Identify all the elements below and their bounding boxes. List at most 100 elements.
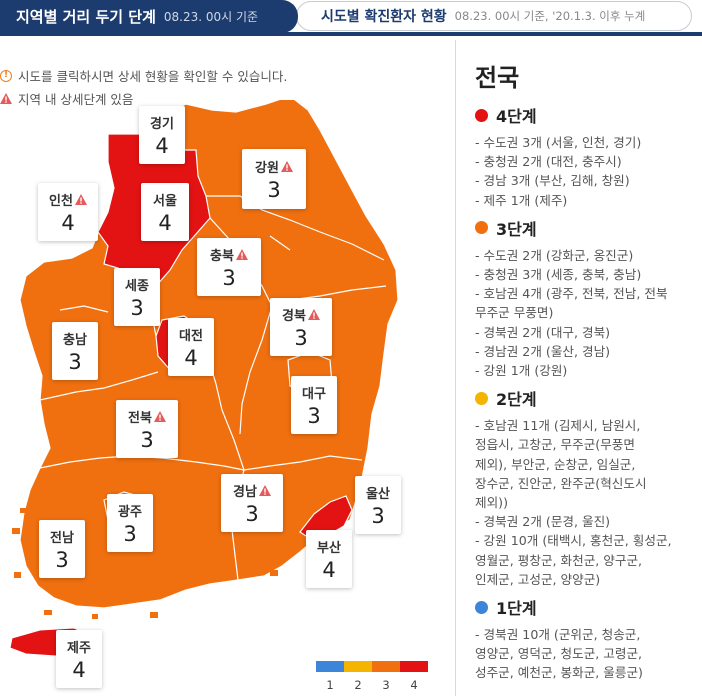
list-item: - 수도권 3개 (서울, 인천, 경기)	[475, 135, 642, 150]
click-hint: ! 시도를 클릭하시면 상세 현황을 확인할 수 있습니다.	[0, 66, 287, 85]
region-jeonnam-name: 전남	[50, 530, 74, 546]
tab-distancing-levels-title: 지역별 거리 두기 단계	[16, 8, 156, 26]
panel-title: 전국	[475, 64, 520, 92]
stage-2-dot-icon	[475, 391, 488, 405]
stage-2-list: - 호남권 11개 (김제시, 남원시, 정읍시, 고창군, 무주군(무풍면 제…	[475, 416, 702, 589]
warning-icon	[280, 160, 293, 172]
list-item: 제외), 부안군, 순창군, 임실군,	[475, 456, 636, 472]
region-seoul[interactable]: 서울 4	[141, 183, 189, 241]
stage-2-name: 2단계	[496, 390, 537, 410]
busan-shape[interactable]	[299, 495, 353, 541]
detail-hint-text: 지역 내 상세단계 있음	[18, 92, 134, 107]
tab-distancing-levels-subtitle: 08.23. 00시 기준	[163, 10, 259, 24]
region-daejeon[interactable]: 대전 4	[168, 318, 214, 376]
stage-1-dot-icon	[475, 600, 488, 614]
region-gyeongnam-level: 3	[245, 501, 259, 526]
region-jeonbuk-name: 전북	[128, 407, 166, 426]
islands	[12, 508, 278, 619]
stage-1-name: 1단계	[496, 599, 537, 619]
legend-level-2: 2	[344, 661, 372, 692]
region-gyeonggi-level: 4	[155, 133, 169, 158]
legend-label-1: 1	[326, 678, 334, 692]
legend-label-2: 2	[354, 678, 362, 692]
list-item: - 경북권 10개 (군위군, 청송군,	[475, 627, 641, 643]
warning-icon	[74, 193, 87, 205]
region-chungbuk-label: 충북	[210, 248, 234, 264]
region-gyeongbuk-name: 경북	[282, 305, 320, 324]
region-gangwon-name: 강원	[255, 157, 293, 176]
list-item: - 강원 10개 (태백시, 홍천군, 횡성군,	[475, 533, 672, 549]
tab-underline	[0, 32, 702, 36]
region-jeonnam-level: 3	[55, 547, 69, 572]
region-jeju[interactable]: 제주 4	[56, 630, 102, 688]
region-sejong[interactable]: 세종 3	[114, 268, 160, 326]
region-jeonbuk-level: 3	[140, 427, 154, 452]
region-gangwon-label: 강원	[255, 160, 279, 176]
list-item: - 경북권 2개 (문경, 울진)	[475, 514, 611, 530]
info-icon: !	[0, 69, 12, 82]
legend-swatch-2	[344, 661, 372, 672]
region-gyeongbuk-label: 경북	[282, 308, 306, 324]
list-item: - 경남권 2개 (울산, 경남)	[475, 343, 611, 359]
region-chungbuk[interactable]: 충북 3	[197, 238, 261, 296]
region-chungnam-name: 충남	[63, 332, 87, 348]
legend-level-1: 1	[316, 661, 344, 692]
region-jeju-name: 제주	[67, 640, 91, 656]
stage-2-header: 2단계	[475, 386, 702, 410]
stage-3-header: 3단계	[475, 216, 702, 240]
region-gangwon-level: 3	[267, 177, 281, 202]
list-item: - 수도권 2개 (강화군, 옹진군)	[475, 247, 634, 263]
stage-3-name: 3단계	[496, 219, 537, 239]
list-item: - 경남 3개 (부산, 김해, 창원)	[475, 173, 630, 189]
region-ulsan-name: 울산	[366, 486, 390, 502]
list-item: 무주군 무풍면)	[475, 305, 554, 321]
region-gangwon[interactable]: 강원 3	[242, 149, 306, 209]
region-daejeon-level: 4	[184, 345, 198, 370]
region-busan-level: 4	[322, 557, 336, 582]
legend-level-4: 4	[400, 661, 428, 692]
region-gwangju[interactable]: 광주 3	[107, 494, 153, 552]
nationwide-panel: 전국 4단계 - 수도권 3개 (서울, 인천, 경기) - 충청권 2개 (대…	[475, 58, 702, 683]
legend-swatch-4	[400, 661, 428, 672]
region-busan[interactable]: 부산 4	[306, 530, 352, 588]
level-legend: 1 2 3 4	[316, 661, 428, 692]
stage-4-list: - 수도권 3개 (서울, 인천, 경기) - 충청권 2개 (대전, 충주시)…	[475, 133, 702, 210]
panel-divider	[455, 40, 456, 696]
region-ulsan[interactable]: 울산 3	[355, 476, 401, 534]
region-daegu[interactable]: 대구 3	[291, 376, 337, 434]
region-chungbuk-name: 충북	[210, 245, 248, 264]
region-incheon-level: 4	[61, 210, 75, 235]
stage-4-dot-icon	[475, 108, 488, 122]
tab-confirmed-cases-title: 시도별 확진환자 현황	[321, 9, 447, 25]
region-gyeongnam-label: 경남	[233, 484, 257, 500]
region-chungnam-level: 3	[68, 349, 82, 374]
region-incheon[interactable]: 인천 4	[38, 183, 98, 241]
tab-distancing-levels[interactable]: 지역별 거리 두기 단계 08.23. 00시 기준	[0, 0, 298, 33]
stage-1-header: 1단계	[475, 595, 702, 619]
region-sejong-level: 3	[130, 295, 144, 320]
list-item: - 제주 1개 (제주)	[475, 192, 568, 208]
legend-level-3: 3	[372, 661, 400, 692]
legend-swatch-1	[316, 661, 344, 672]
stage-3-list: - 수도권 2개 (강화군, 옹진군) - 충청권 3개 (세종, 충북, 충남…	[475, 246, 702, 380]
warning-icon	[307, 308, 320, 320]
region-gyeonggi[interactable]: 경기 4	[139, 106, 185, 164]
region-sejong-name: 세종	[125, 278, 149, 294]
region-chungnam[interactable]: 충남 3	[52, 322, 98, 380]
list-item: 영양군, 영덕군, 청도군, 고령군,	[475, 646, 643, 662]
region-gyeongbuk[interactable]: 경북 3	[270, 298, 332, 356]
region-incheon-name: 인천	[49, 190, 87, 209]
tab-confirmed-cases-subtitle: 08.23. 00시 기준, '20.1.3. 이후 누계	[454, 9, 646, 23]
region-jeonnam[interactable]: 전남 3	[39, 520, 85, 578]
region-gyeongnam[interactable]: 경남 3	[221, 474, 283, 532]
region-jeonbuk[interactable]: 전북 3	[116, 400, 178, 458]
stage-3-dot-icon	[475, 221, 488, 235]
list-item: 정읍시, 고창군, 무주군(무풍면	[475, 437, 635, 453]
region-daegu-name: 대구	[302, 386, 326, 402]
warning-icon	[258, 484, 271, 496]
list-item: - 경북권 2개 (대구, 경북)	[475, 324, 611, 340]
legend-label-4: 4	[410, 678, 418, 692]
list-item: 인제군, 고성군, 양양군)	[475, 571, 601, 587]
stage-1-list: - 경북권 10개 (군위군, 청송군, 영양군, 영덕군, 청도군, 고령군,…	[475, 625, 702, 683]
tab-confirmed-cases[interactable]: 시도별 확진환자 현황 08.23. 00시 기준, '20.1.3. 이후 누…	[296, 1, 692, 31]
